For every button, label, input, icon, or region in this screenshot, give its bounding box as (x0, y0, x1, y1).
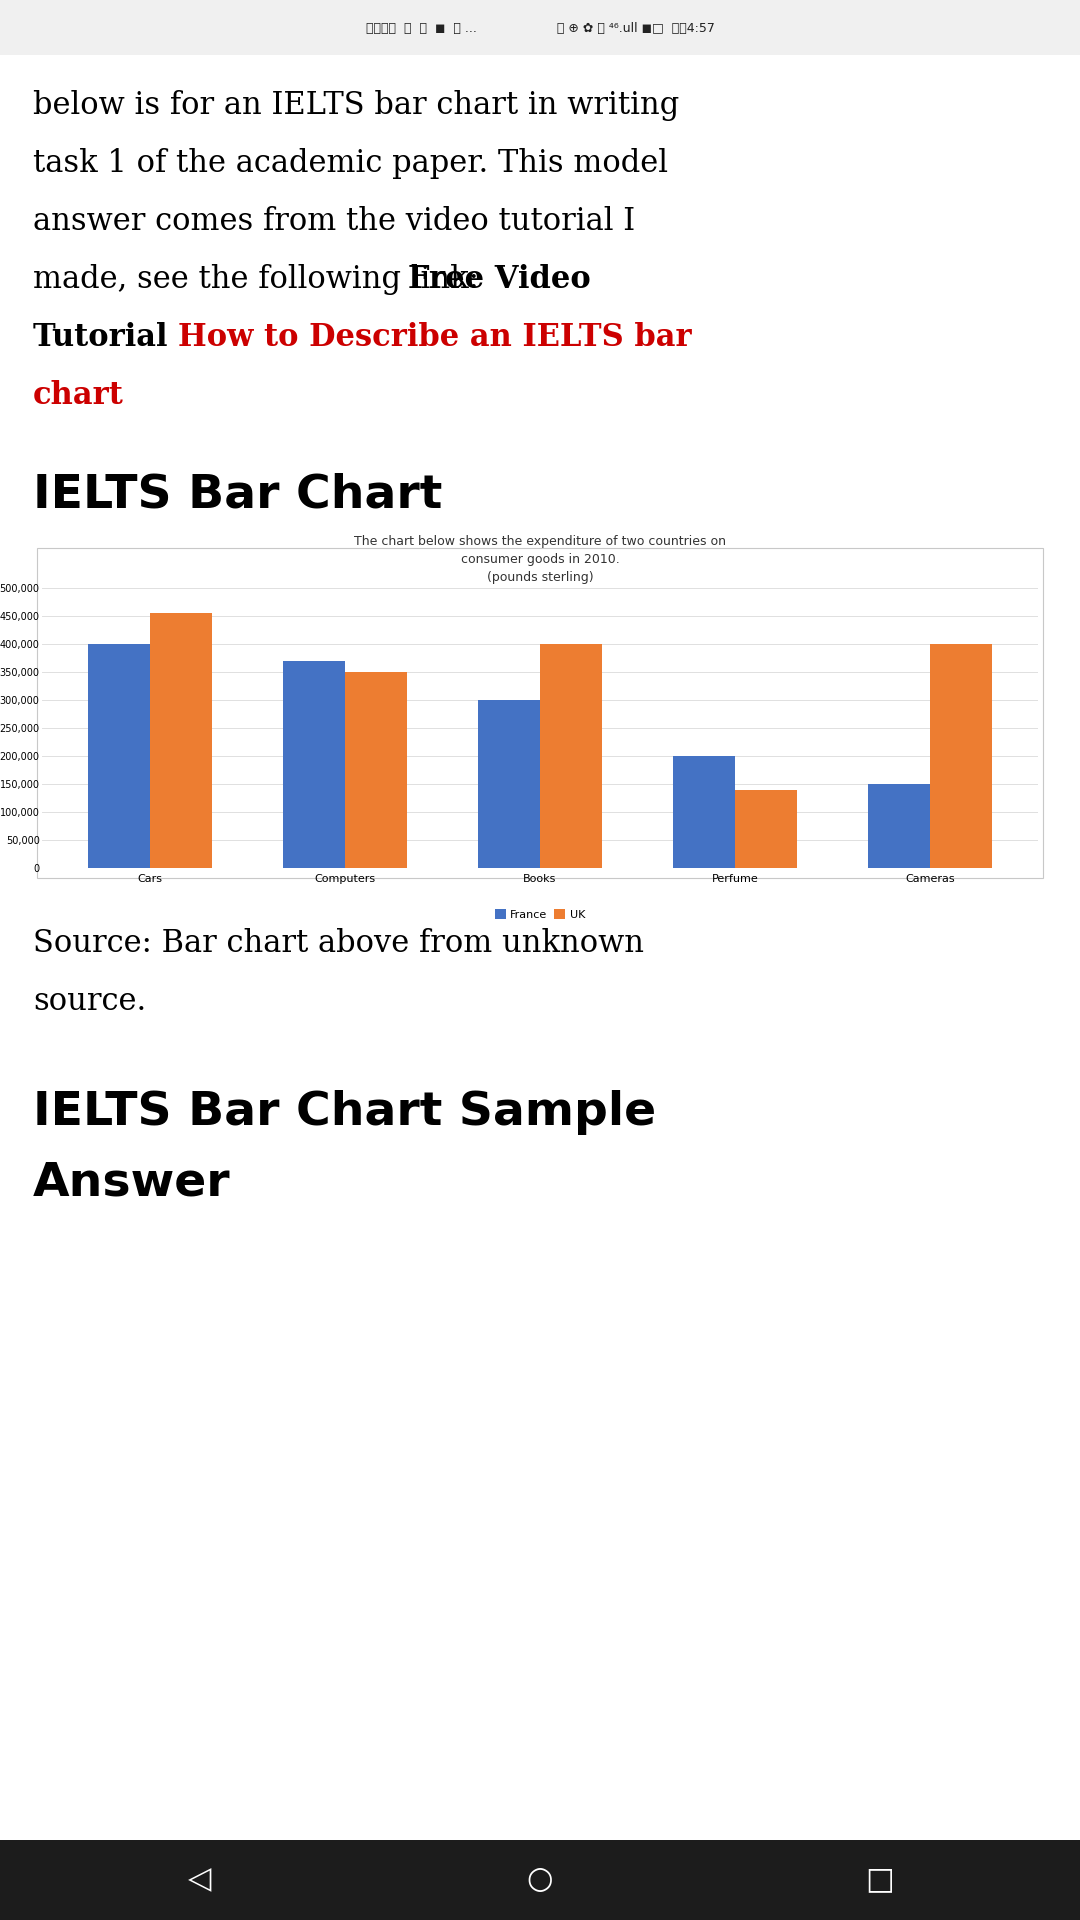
Bar (283, 660, 345, 868)
Bar (0, 1839, 1080, 1920)
Text: 中国联通  ⓔ  知  ◼  支 ...                    ⓘ ⊕ ✿ 令 ⁴⁶.ull ◼□  下午4:57: 中国联通 ⓔ 知 ◼ 支 ... ⓘ ⊕ ✿ 令 ⁴⁶.ull ◼□ 下午4:5… (365, 21, 715, 35)
Text: IELTS Bar Chart Sample: IELTS Bar Chart Sample (33, 1091, 657, 1135)
Bar (345, 672, 407, 868)
Text: ◁: ◁ (188, 1866, 212, 1895)
Text: made, see the following link:: made, see the following link: (33, 265, 488, 296)
Bar (673, 756, 735, 868)
Bar (87, 643, 150, 868)
Title: The chart below shows the expenditure of two countries on
consumer goods in 2010: The chart below shows the expenditure of… (354, 536, 726, 584)
Text: Tutorial: Tutorial (33, 323, 168, 353)
Text: IELTS Bar Chart: IELTS Bar Chart (33, 472, 443, 518)
Bar (150, 612, 213, 868)
Text: Source: Bar chart above from unknown: Source: Bar chart above from unknown (33, 927, 644, 958)
Text: How to Describe an IELTS bar: How to Describe an IELTS bar (178, 323, 691, 353)
Text: answer comes from the video tutorial I: answer comes from the video tutorial I (33, 205, 635, 236)
Legend: France, UK: France, UK (490, 904, 590, 924)
Bar (930, 643, 993, 868)
Text: □: □ (865, 1866, 894, 1895)
Bar (477, 701, 540, 868)
Bar (37, 547, 1043, 877)
Bar (735, 789, 797, 868)
Text: Free Video: Free Video (408, 265, 591, 296)
Text: below is for an IELTS bar chart in writing: below is for an IELTS bar chart in writi… (33, 90, 679, 121)
Text: chart: chart (33, 380, 124, 411)
Text: ○: ○ (527, 1866, 553, 1895)
Bar (867, 783, 930, 868)
Bar (0, 0, 1080, 56)
Bar (540, 643, 603, 868)
Text: Answer: Answer (33, 1160, 231, 1206)
Text: :: : (145, 323, 175, 353)
Text: source.: source. (33, 985, 146, 1018)
Text: task 1 of the academic paper. This model: task 1 of the academic paper. This model (33, 148, 669, 179)
